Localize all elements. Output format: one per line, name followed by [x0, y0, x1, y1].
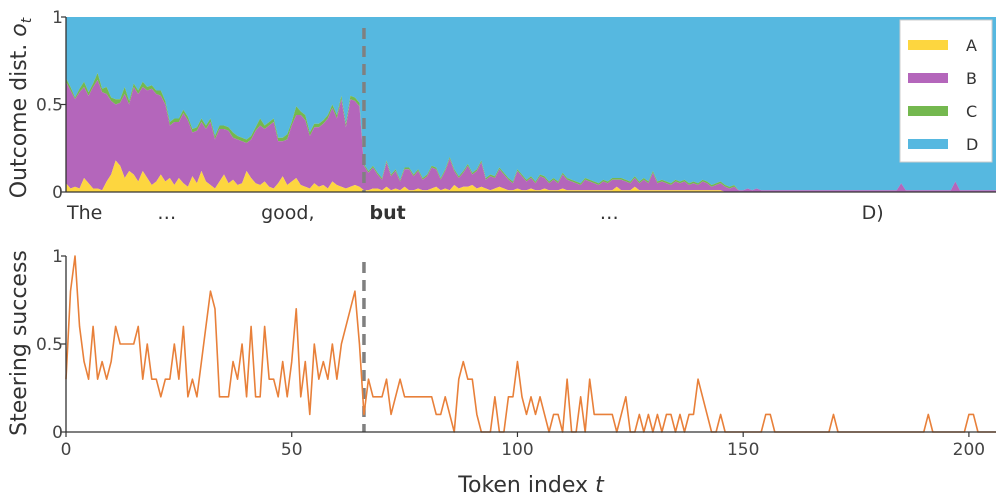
outcome-distribution-panel: 00.51 Outcome dist. ot The… good, but… D) A… [7, 8, 996, 224]
legend-swatch [908, 73, 948, 83]
legend-label: B [966, 69, 977, 88]
token-label: The [66, 202, 102, 224]
legend-label: C [966, 102, 977, 121]
steering-success-series-line [65, 255, 996, 433]
bottom-y-ticks: 00.51 [36, 247, 66, 443]
top-y-ticks: 00.51 [36, 8, 66, 203]
area-series-b [66, 80, 996, 192]
legend-swatch [908, 40, 948, 50]
x-tick-label: 50 [281, 440, 303, 460]
token-label: good, [261, 202, 314, 224]
bottom-y-tick-label: 0 [52, 423, 63, 443]
bottom-y-tick-label: 0.5 [36, 335, 63, 355]
top-y-tick-label: 0 [52, 183, 63, 203]
token-label: but [369, 202, 405, 224]
bottom-x-ticks: 0 50 100 150 200 [61, 432, 985, 460]
bottom-axes [65, 256, 996, 433]
token-labels: The … good, but … D) [66, 202, 884, 224]
bottom-y-tick-label: 1 [52, 247, 63, 267]
legend-swatch [908, 139, 948, 149]
top-y-tick-label: 0.5 [36, 96, 63, 116]
top-y-axis-label: Outcome dist. ot [7, 17, 35, 198]
x-tick-label: 0 [61, 440, 72, 460]
bottom-y-axis-label: Steering success [7, 250, 32, 436]
area-series-d [66, 17, 996, 191]
token-label: D) [862, 202, 884, 224]
top-y-tick-label: 1 [52, 8, 63, 28]
steering-success-panel: 00.51 0 50 100 150 200 Steering success Toke… [7, 247, 996, 498]
token-label: … [600, 202, 619, 224]
legend-swatch [908, 106, 948, 116]
area-series-a [66, 160, 996, 192]
x-axis-label: Token index t [457, 473, 605, 498]
stacked-areas [66, 17, 996, 192]
legend-label: D [966, 135, 978, 154]
x-tick-label: 200 [953, 440, 985, 460]
x-tick-label: 100 [501, 440, 533, 460]
x-tick-label: 150 [727, 440, 759, 460]
legend-label: A [966, 36, 977, 55]
token-label: … [157, 202, 176, 224]
